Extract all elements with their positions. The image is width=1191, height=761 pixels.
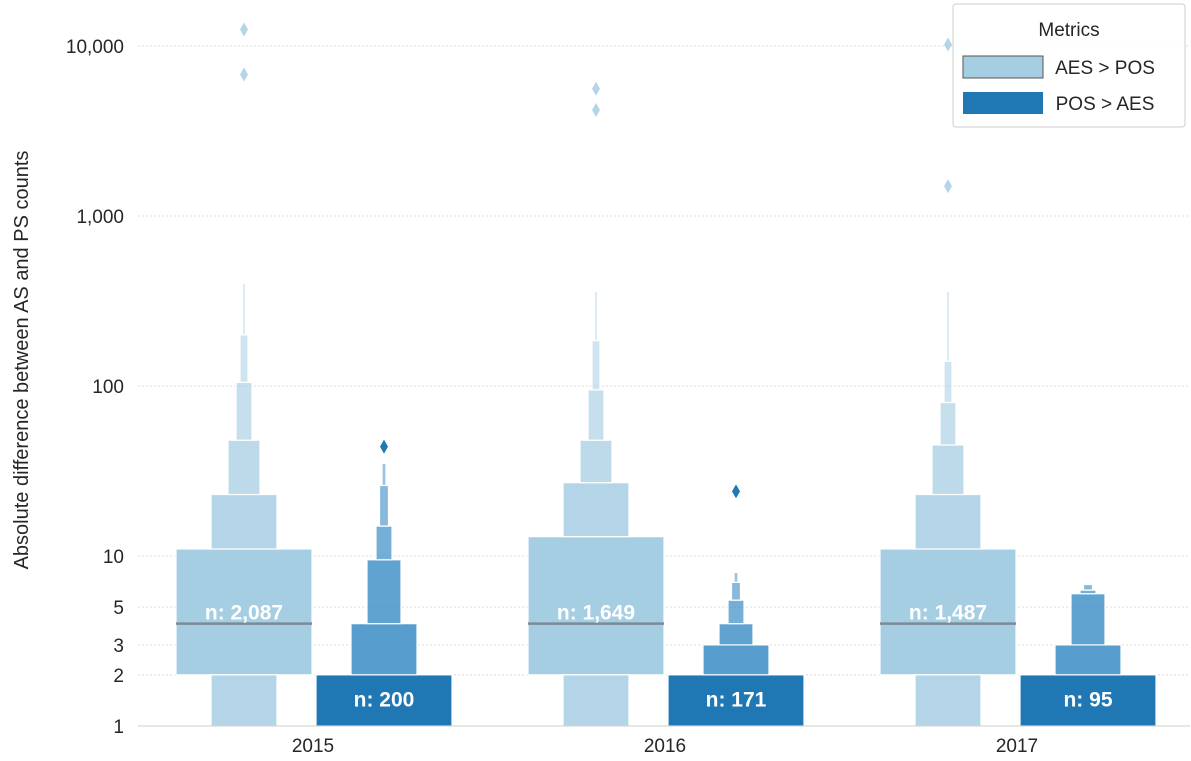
y-axis-ticks: 1 2 3 5 10 100 1,000 10,000 — [66, 37, 124, 738]
boxen-box — [733, 571, 739, 583]
boxen-box — [235, 381, 253, 441]
boxen-group: n: 2,087 — [175, 22, 313, 727]
outlier-point — [240, 22, 248, 37]
outlier-point — [732, 484, 740, 499]
y-tick-label: 10,000 — [66, 37, 124, 58]
boxen-box — [239, 334, 249, 383]
boxen-box — [562, 482, 630, 538]
y-tick-label: 1 — [113, 717, 124, 738]
boxen-box — [718, 623, 754, 646]
boxen-box — [210, 674, 278, 727]
outlier-point — [944, 37, 952, 52]
boxen-box — [241, 283, 247, 336]
legend-entry-label: POS > AES — [1056, 94, 1155, 115]
y-tick-label: 3 — [113, 636, 124, 657]
boxen-plot-area: n: 2,087 n: 1,649 n: 1,487 n: 200 n: 171 n: 9… — [175, 22, 1157, 727]
boxen-box — [381, 462, 387, 487]
legend-entries: AES > POS POS > AES — [962, 55, 1155, 115]
x-tick-label: 2017 — [996, 736, 1038, 757]
legend-swatch — [963, 92, 1043, 114]
boxen-box — [943, 360, 953, 404]
boxen-box — [378, 484, 390, 527]
outlier-point — [944, 179, 952, 194]
legend-title: Metrics — [1038, 20, 1099, 41]
y-tick-label: 5 — [113, 598, 124, 619]
count-label: n: 171 — [706, 689, 767, 712]
boxen-box — [591, 339, 601, 391]
outlier-point — [240, 67, 248, 82]
boxen-box — [366, 559, 402, 625]
boxen-box — [579, 439, 613, 484]
boxen-group: n: 1,487 — [879, 37, 1017, 727]
y-tick-label: 1,000 — [76, 207, 124, 228]
legend-entry-label: AES > POS — [1055, 58, 1155, 79]
boxen-box — [931, 444, 965, 496]
outlier-point — [380, 439, 388, 454]
x-tick-label: 2016 — [644, 736, 686, 757]
boxen-box — [210, 493, 278, 550]
boxen-group: n: 95 — [1019, 583, 1157, 727]
boxen-box — [730, 581, 742, 601]
outlier-point — [592, 81, 600, 96]
boxen-box — [879, 548, 1017, 676]
y-tick-label: 2 — [113, 666, 124, 687]
boxen-box — [914, 674, 982, 727]
count-label: n: 1,487 — [909, 602, 987, 625]
boxen-box — [939, 401, 957, 446]
boxen-box — [702, 644, 770, 676]
outlier-point — [592, 103, 600, 118]
legend[interactable]: Metrics AES > POS POS > AES — [952, 3, 1186, 128]
boxen-box — [350, 623, 418, 676]
count-label: n: 95 — [1063, 689, 1112, 712]
y-tick-label: 10 — [103, 547, 124, 568]
x-axis-ticks: 2015 2016 2017 — [292, 736, 1038, 757]
boxen-box — [727, 599, 745, 625]
boxen-box — [945, 290, 951, 362]
count-label: n: 1,649 — [557, 602, 635, 625]
count-label: n: 2,087 — [205, 602, 283, 625]
boxen-group: n: 171 — [667, 484, 805, 727]
y-tick-label: 100 — [92, 377, 124, 398]
legend-swatch — [962, 55, 1044, 79]
boxen-box — [562, 674, 630, 727]
count-label: n: 200 — [354, 689, 415, 712]
boxen-box — [593, 290, 599, 342]
boxen-box — [1082, 583, 1094, 591]
boxen-group: n: 1,649 — [527, 81, 665, 727]
y-axis-label: Absolute difference between AS and PS co… — [11, 151, 33, 570]
boxen-group: n: 200 — [315, 439, 453, 727]
boxen-box — [1070, 593, 1106, 646]
boxen-box — [227, 439, 261, 496]
boxen-box — [375, 525, 393, 561]
boxen-box — [175, 548, 313, 676]
boxen-box — [587, 389, 605, 441]
boxen-box — [914, 493, 982, 550]
boxen-box — [1054, 644, 1122, 676]
x-tick-label: 2015 — [292, 736, 334, 757]
